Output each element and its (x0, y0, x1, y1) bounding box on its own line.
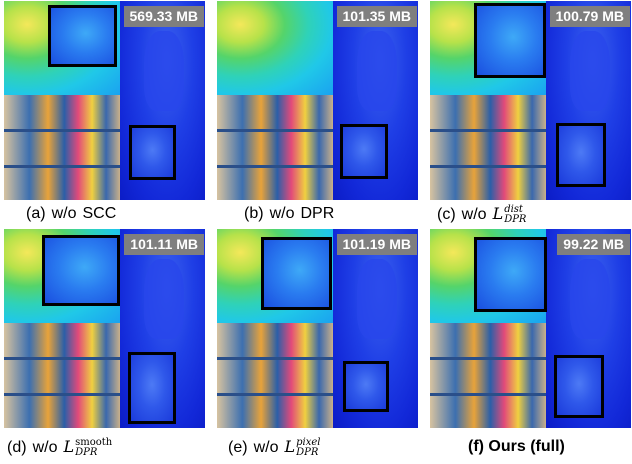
zoom-box-bottom (554, 355, 604, 418)
panel-c: 100.79 MB (430, 1, 631, 200)
caption-a: (a) w/o SCC (26, 205, 117, 222)
depth-map-heatmap (217, 1, 333, 95)
memory-badge: 101.19 MB (336, 234, 417, 255)
shelf-line (217, 357, 333, 360)
memory-badge: 101.35 MB (336, 6, 417, 27)
shelf-line (430, 393, 546, 396)
zoom-box-top (42, 235, 120, 306)
depth-shadow (357, 259, 397, 339)
bookshelf-photo (4, 95, 120, 200)
zoom-box-top (261, 237, 332, 310)
depth-shadow (357, 31, 397, 111)
shelf-line (430, 165, 546, 168)
caption-f: (f) Ours (full) (468, 438, 565, 455)
zoom-box-top (474, 3, 546, 78)
depth-shadow (144, 259, 184, 339)
shelf-line (4, 357, 120, 360)
panel-b: 101.35 MB (217, 1, 418, 200)
zoom-box-bottom (556, 123, 606, 187)
shelf-line (4, 165, 120, 168)
memory-badge: 569.33 MB (123, 6, 204, 27)
panel-f: 99.22 MB (430, 229, 631, 428)
bookshelf-photo (430, 323, 546, 428)
bookshelf-photo (217, 323, 333, 428)
zoom-box-bottom (340, 124, 388, 179)
panel-e: 101.19 MB (217, 229, 418, 428)
shelf-line (217, 393, 333, 396)
memory-badge: 101.11 MB (124, 234, 204, 255)
shelf-line (4, 129, 120, 132)
shelf-line (4, 393, 120, 396)
depth-shadow (570, 259, 610, 339)
shelf-line (217, 129, 333, 132)
panel-a: 569.33 MB (4, 1, 205, 200)
zoom-box-bottom (128, 352, 176, 424)
caption-b: (b) w/o DPR (244, 205, 335, 222)
bookshelf-photo (4, 323, 120, 428)
memory-badge: 100.79 MB (549, 6, 630, 27)
depth-shadow (570, 31, 610, 111)
bookshelf-photo (217, 95, 333, 200)
zoom-box-top (474, 237, 547, 312)
panel-d: 101.11 MB (4, 229, 205, 428)
bookshelf-photo (430, 95, 546, 200)
depth-shadow (144, 31, 184, 111)
zoom-box-bottom (343, 361, 389, 412)
shelf-line (430, 357, 546, 360)
zoom-box-top (48, 5, 117, 67)
shelf-line (217, 165, 333, 168)
zoom-box-bottom (129, 125, 176, 180)
memory-badge: 99.22 MB (557, 234, 630, 255)
shelf-line (430, 129, 546, 132)
